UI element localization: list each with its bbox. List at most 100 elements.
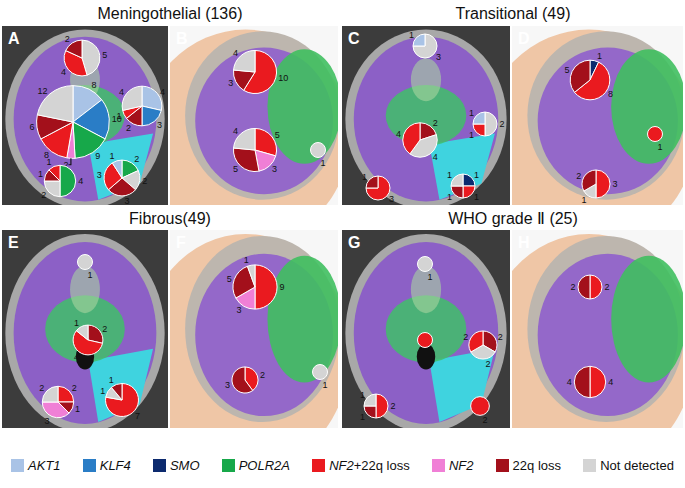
svg-text:1: 1: [469, 108, 474, 118]
svg-text:2: 2: [605, 282, 610, 292]
svg-text:4: 4: [433, 152, 438, 162]
svg-text:2: 2: [570, 282, 575, 292]
svg-text:5: 5: [233, 164, 238, 174]
svg-text:1: 1: [474, 170, 479, 180]
svg-text:3: 3: [157, 120, 162, 130]
svg-text:1: 1: [447, 170, 452, 180]
svg-text:1: 1: [447, 192, 452, 202]
svg-text:12: 12: [37, 86, 47, 96]
svg-text:2: 2: [463, 332, 468, 342]
svg-text:8: 8: [92, 80, 97, 90]
svg-text:10: 10: [112, 114, 122, 124]
svg-text:5: 5: [227, 274, 232, 284]
svg-text:1: 1: [46, 157, 51, 167]
svg-text:1: 1: [38, 169, 43, 179]
svg-text:1: 1: [360, 412, 365, 422]
svg-text:2: 2: [498, 332, 503, 342]
html-text:AKT1: AKT1: [28, 457, 61, 473]
svg-text:H: H: [518, 234, 530, 251]
svg-text:8: 8: [608, 89, 613, 99]
svg-text:1: 1: [428, 348, 433, 358]
svg-text:3: 3: [236, 305, 241, 315]
svg-text:3: 3: [228, 78, 233, 88]
svg-text:1: 1: [323, 380, 328, 390]
svg-text:2: 2: [576, 171, 581, 181]
svg-text:3: 3: [97, 170, 102, 180]
svg-text:1: 1: [244, 255, 249, 265]
svg-text:1: 1: [109, 151, 114, 161]
svg-text:1: 1: [658, 142, 663, 152]
svg-text:2: 2: [500, 119, 505, 129]
svg-text:4: 4: [74, 352, 79, 362]
svg-text:Transitional (49): Transitional (49): [455, 5, 570, 22]
svg-text:1: 1: [362, 172, 367, 182]
svg-text:D: D: [518, 30, 530, 47]
svg-text:9: 9: [95, 151, 100, 161]
svg-text:1: 1: [117, 111, 122, 121]
svg-text:3: 3: [225, 380, 230, 390]
svg-text:5: 5: [275, 130, 280, 140]
svg-text:1: 1: [474, 192, 479, 202]
html-text:SMO: SMO: [169, 457, 200, 473]
svg-text:1: 1: [100, 386, 105, 396]
svg-text:3: 3: [125, 196, 130, 206]
svg-text:1: 1: [360, 390, 365, 400]
svg-text:1: 1: [469, 130, 474, 140]
svg-text:10: 10: [278, 73, 288, 83]
svg-text:2: 2: [483, 415, 488, 425]
svg-text:7: 7: [135, 411, 140, 421]
svg-text:1: 1: [597, 51, 602, 61]
svg-text:1: 1: [74, 318, 79, 328]
svg-text:6: 6: [29, 122, 34, 132]
html-text:KLF4: KLF4: [99, 457, 131, 473]
svg-text:3: 3: [613, 179, 618, 189]
svg-text:2: 2: [72, 383, 77, 393]
svg-text:1: 1: [109, 375, 114, 385]
svg-text:2: 2: [41, 190, 46, 200]
svg-text:B: B: [176, 30, 188, 47]
svg-text:3: 3: [389, 194, 394, 204]
svg-text:2: 2: [142, 176, 147, 186]
svg-text:2: 2: [65, 34, 70, 44]
svg-text:4: 4: [233, 48, 238, 58]
svg-text:4: 4: [396, 129, 401, 139]
svg-text:2: 2: [39, 383, 44, 393]
svg-text:4: 4: [160, 87, 165, 97]
svg-text:4: 4: [608, 377, 613, 387]
svg-text:2: 2: [63, 160, 68, 170]
svg-text:5: 5: [565, 65, 570, 75]
svg-text:2: 2: [102, 324, 107, 334]
svg-text:2: 2: [260, 370, 265, 380]
svg-text:G: G: [348, 234, 360, 251]
svg-text:4: 4: [119, 87, 124, 97]
svg-text:4: 4: [567, 377, 572, 387]
svg-text:2: 2: [391, 401, 396, 411]
svg-text:Meningothelial (136): Meningothelial (136): [98, 5, 243, 22]
svg-text:3: 3: [272, 164, 277, 174]
svg-text:2: 2: [486, 359, 491, 369]
svg-text:WHO grade Ⅱ (25): WHO grade Ⅱ (25): [448, 210, 578, 227]
svg-text:2: 2: [433, 118, 438, 128]
svg-text:8: 8: [44, 150, 49, 160]
svg-text:1: 1: [321, 158, 326, 168]
svg-text:3: 3: [44, 416, 49, 426]
svg-text:1: 1: [581, 195, 586, 205]
svg-text:2: 2: [134, 154, 139, 164]
svg-text:4: 4: [61, 67, 66, 77]
svg-text:1: 1: [75, 404, 80, 414]
svg-text:2: 2: [126, 123, 131, 133]
html-text:POLR2A: POLR2A: [238, 457, 290, 473]
svg-text:4: 4: [78, 176, 83, 186]
svg-text:9: 9: [280, 282, 285, 292]
svg-text:1: 1: [409, 30, 414, 40]
svg-text:Fibrous(49): Fibrous(49): [129, 210, 211, 227]
svg-text:3: 3: [436, 52, 441, 62]
svg-text:C: C: [348, 30, 360, 47]
svg-text:A: A: [8, 30, 20, 47]
svg-text:1: 1: [88, 270, 93, 280]
svg-text:E: E: [8, 234, 19, 251]
svg-text:1: 1: [428, 272, 433, 282]
svg-text:5: 5: [102, 50, 107, 60]
svg-text:F: F: [176, 234, 186, 251]
svg-text:4: 4: [233, 126, 238, 136]
